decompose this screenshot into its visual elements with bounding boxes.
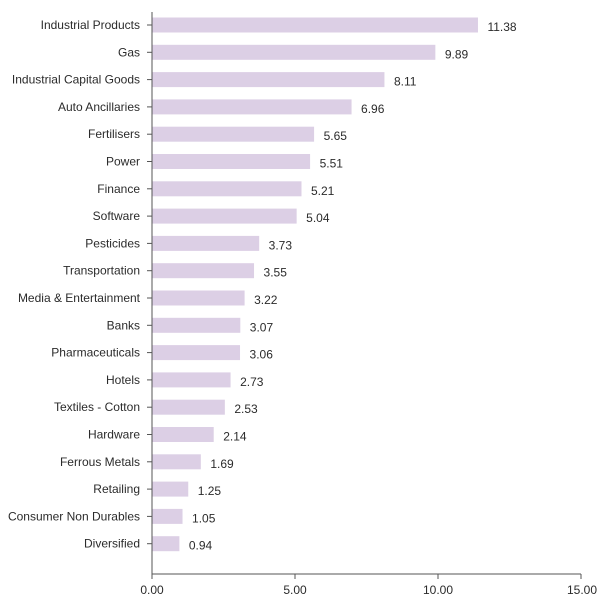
value-label: 2.73: [240, 375, 264, 389]
category-label: Auto Ancillaries: [58, 100, 140, 114]
bar: [153, 263, 255, 278]
value-label: 5.51: [320, 157, 344, 171]
value-label: 2.14: [223, 430, 247, 444]
value-label: 5.65: [324, 129, 348, 143]
category-label: Retailing: [93, 482, 140, 496]
value-label: 5.21: [311, 184, 335, 198]
category-label: Software: [93, 209, 141, 223]
value-label: 3.06: [250, 348, 274, 362]
value-label: 2.53: [234, 402, 258, 416]
bar: [153, 127, 315, 142]
bars-group: [153, 18, 478, 552]
bar: [153, 45, 436, 60]
value-label: 1.25: [198, 484, 222, 498]
bar: [153, 509, 183, 524]
bar: [153, 427, 214, 442]
value-label: 0.94: [189, 539, 213, 553]
bar: [153, 99, 352, 114]
value-label: 3.73: [269, 238, 293, 252]
value-label: 11.38: [487, 20, 516, 34]
value-label: 3.07: [250, 320, 274, 334]
bar: [153, 72, 385, 87]
x-tick-label: 5.00: [283, 583, 307, 597]
category-label: Transportation: [63, 264, 140, 278]
bar: [153, 318, 241, 333]
category-label: Pharmaceuticals: [51, 346, 140, 360]
category-labels: Industrial Products Gas Industrial Capital…: [8, 18, 141, 551]
category-label: Textiles - Cotton: [54, 400, 140, 414]
category-label: Media & Entertainment: [18, 291, 141, 305]
bar: [153, 536, 180, 551]
bar: [153, 372, 231, 387]
bar: [153, 181, 302, 196]
category-label: Fertilisers: [88, 127, 140, 141]
bar: [153, 236, 260, 251]
category-label: Pesticides: [85, 236, 140, 250]
bar: [153, 345, 241, 360]
category-label: Consumer Non Durables: [8, 509, 140, 523]
value-label: 3.55: [264, 266, 288, 280]
category-label: Hotels: [106, 373, 140, 387]
bar: [153, 291, 245, 306]
value-label: 3.22: [254, 293, 278, 307]
category-label: Industrial Capital Goods: [12, 73, 140, 87]
bar: [153, 482, 189, 497]
bar: [153, 454, 201, 469]
x-tick-label: 10.00: [423, 583, 453, 597]
category-label: Finance: [97, 182, 140, 196]
category-label: Diversified: [84, 537, 140, 551]
bar: [153, 18, 478, 33]
x-tick-label: 15.00: [567, 583, 597, 597]
category-label: Hardware: [88, 428, 140, 442]
x-tick-label: 0.00: [140, 583, 164, 597]
category-label: Industrial Products: [41, 18, 140, 32]
value-label: 9.89: [445, 47, 469, 61]
category-label: Ferrous Metals: [60, 455, 140, 469]
bar: [153, 400, 225, 415]
category-label: Gas: [118, 45, 140, 59]
value-label: 6.96: [361, 102, 385, 116]
value-label: 8.11: [394, 75, 417, 89]
bar: [153, 209, 297, 224]
category-label: Banks: [107, 318, 140, 332]
value-label: 5.04: [306, 211, 330, 225]
category-label: Power: [106, 155, 140, 169]
value-label: 1.69: [210, 457, 234, 471]
bar: [153, 154, 311, 169]
value-label: 1.05: [192, 511, 216, 525]
